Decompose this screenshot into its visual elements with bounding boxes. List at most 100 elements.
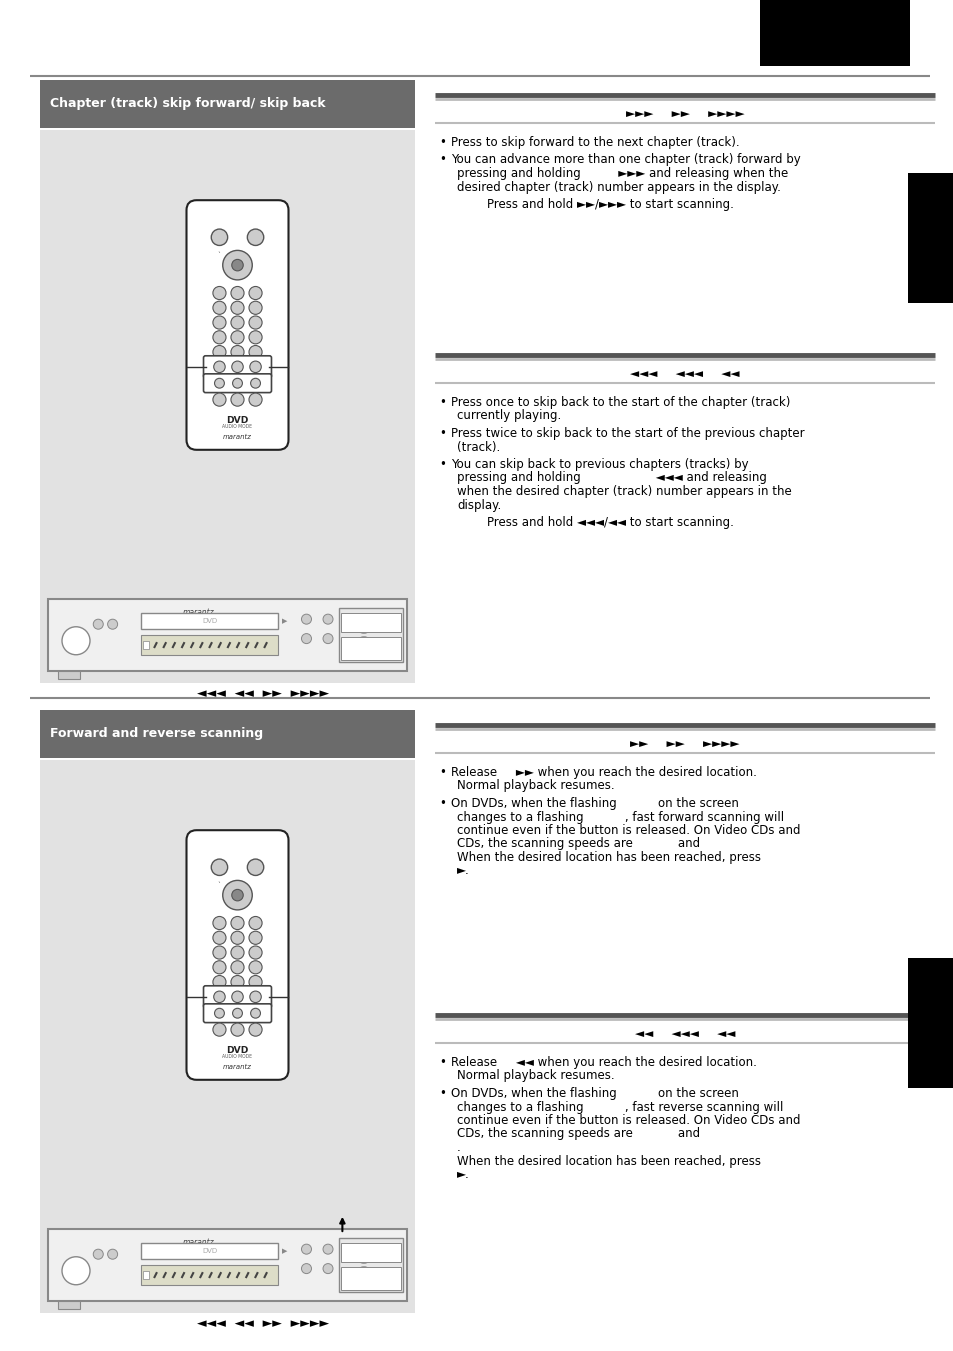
- Text: AUDIO MODE: AUDIO MODE: [222, 1054, 253, 1059]
- Circle shape: [249, 286, 262, 300]
- Text: ►.: ►.: [456, 865, 469, 878]
- Circle shape: [108, 619, 117, 630]
- Bar: [40, 711, 415, 758]
- Circle shape: [251, 378, 260, 388]
- Circle shape: [355, 615, 373, 634]
- Circle shape: [233, 1008, 242, 1019]
- Bar: [141, 1265, 277, 1285]
- Text: ►►  ►►  ►►►►: ►► ►► ►►►►: [630, 736, 739, 751]
- Text: Press twice to skip back to the start of the previous chapter: Press twice to skip back to the start of…: [451, 427, 803, 440]
- Text: •: •: [438, 154, 445, 166]
- Circle shape: [247, 230, 263, 246]
- Bar: [40, 130, 415, 684]
- Text: (track).: (track).: [456, 440, 499, 454]
- Bar: [340, 1267, 401, 1290]
- Circle shape: [213, 346, 226, 358]
- Circle shape: [249, 961, 262, 974]
- Text: CDs, the scanning speeds are            and: CDs, the scanning speeds are and: [456, 1128, 700, 1140]
- Circle shape: [323, 615, 333, 624]
- Circle shape: [250, 361, 261, 373]
- Text: continue even if the button is released. On Video CDs and: continue even if the button is released.…: [456, 824, 800, 838]
- Text: continue even if the button is released. On Video CDs and: continue even if the button is released.…: [456, 1115, 800, 1127]
- Circle shape: [249, 331, 262, 345]
- Circle shape: [213, 316, 226, 330]
- Text: ◄◄◄  ◄◄◄  ◄◄: ◄◄◄ ◄◄◄ ◄◄: [630, 366, 739, 381]
- Circle shape: [214, 378, 224, 388]
- Bar: [143, 1271, 150, 1279]
- Circle shape: [231, 946, 244, 959]
- Circle shape: [249, 393, 262, 407]
- Bar: [907, 173, 953, 303]
- Circle shape: [213, 931, 226, 944]
- Text: marantz: marantz: [223, 434, 252, 440]
- Text: .: .: [456, 1142, 460, 1154]
- Text: You can advance more than one chapter (track) forward by: You can advance more than one chapter (t…: [451, 154, 800, 166]
- FancyBboxPatch shape: [186, 831, 288, 1079]
- Bar: [40, 761, 415, 1313]
- Text: pressing and holding          ►►► and releasing when the: pressing and holding ►►► and releasing w…: [456, 168, 787, 180]
- Circle shape: [222, 881, 252, 911]
- Text: •: •: [438, 136, 445, 149]
- Text: ►►►  ►►  ►►►►: ►►► ►► ►►►►: [625, 105, 743, 122]
- Circle shape: [231, 301, 244, 315]
- Text: DVD: DVD: [202, 619, 217, 624]
- Bar: [338, 1238, 403, 1293]
- Text: On DVDs, when the flashing           on the screen: On DVDs, when the flashing on the screen: [451, 1088, 739, 1100]
- Circle shape: [213, 992, 225, 1002]
- Circle shape: [213, 916, 226, 929]
- Text: DVD: DVD: [226, 416, 249, 426]
- Text: •: •: [438, 427, 445, 440]
- Circle shape: [249, 1023, 262, 1036]
- Circle shape: [62, 1256, 90, 1285]
- Circle shape: [232, 361, 243, 373]
- Bar: [907, 958, 953, 1088]
- Circle shape: [231, 346, 244, 358]
- Bar: [141, 613, 277, 630]
- Text: CDs, the scanning speeds are            and: CDs, the scanning speeds are and: [456, 838, 700, 851]
- Circle shape: [301, 1244, 311, 1254]
- Text: Normal playback resumes.: Normal playback resumes.: [456, 1070, 614, 1082]
- Circle shape: [233, 378, 242, 388]
- Circle shape: [231, 916, 244, 929]
- Text: Press and hold ►►/►►► to start scanning.: Press and hold ►►/►►► to start scanning.: [456, 199, 733, 211]
- Bar: [48, 598, 407, 671]
- Bar: [338, 608, 403, 662]
- Circle shape: [323, 634, 333, 643]
- Text: pressing and holding                    ◄◄◄ and releasing: pressing and holding ◄◄◄ and releasing: [456, 471, 766, 485]
- Circle shape: [249, 916, 262, 929]
- FancyBboxPatch shape: [203, 374, 272, 393]
- Circle shape: [250, 992, 261, 1002]
- Circle shape: [249, 975, 262, 989]
- Circle shape: [213, 331, 226, 345]
- Text: changes to a flashing           , fast forward scanning will: changes to a flashing , fast forward sca…: [456, 811, 783, 824]
- Circle shape: [93, 1250, 103, 1259]
- Text: marantz: marantz: [183, 608, 214, 617]
- Circle shape: [211, 230, 228, 246]
- Text: •: •: [438, 766, 445, 780]
- FancyBboxPatch shape: [203, 1004, 272, 1023]
- Circle shape: [213, 975, 226, 989]
- Text: `: `: [217, 253, 221, 258]
- Circle shape: [232, 259, 243, 272]
- Text: `: `: [217, 882, 221, 888]
- Circle shape: [62, 627, 90, 655]
- Circle shape: [213, 946, 226, 959]
- Bar: [340, 1243, 401, 1262]
- FancyBboxPatch shape: [203, 986, 272, 1008]
- Text: when the desired chapter (track) number appears in the: when the desired chapter (track) number …: [456, 485, 791, 499]
- Circle shape: [249, 301, 262, 315]
- Bar: [40, 80, 415, 128]
- Circle shape: [231, 286, 244, 300]
- FancyBboxPatch shape: [186, 200, 288, 450]
- Bar: [48, 1229, 407, 1301]
- Text: Press to skip forward to the next chapter (track).: Press to skip forward to the next chapte…: [451, 136, 739, 149]
- Bar: [58, 671, 80, 680]
- Circle shape: [231, 331, 244, 345]
- Text: ►.: ►.: [456, 1169, 469, 1181]
- Circle shape: [213, 961, 226, 974]
- Bar: [340, 636, 401, 659]
- Text: •: •: [438, 797, 445, 811]
- Circle shape: [231, 961, 244, 974]
- Bar: [760, 0, 909, 66]
- Circle shape: [213, 1023, 226, 1036]
